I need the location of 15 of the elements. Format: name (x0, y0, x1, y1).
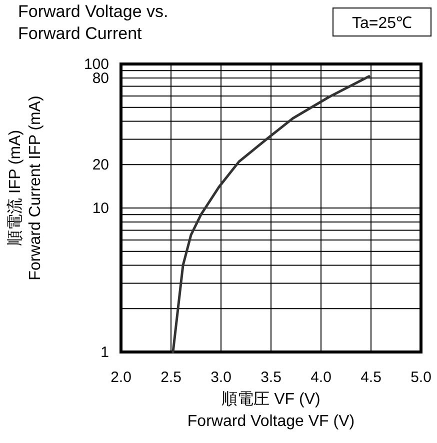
x-tick-label: 4.0 (310, 369, 332, 386)
x-tick-label: 2.0 (110, 369, 132, 386)
x-tick-label: 3.0 (210, 369, 232, 386)
x-tick-label: 4.5 (360, 369, 382, 386)
x-tick-label: 2.5 (160, 369, 182, 386)
x-tick-label: 3.5 (260, 369, 282, 386)
x-axis-title: 順電圧 VF (V) Forward Voltage VF (V) (187, 391, 355, 430)
y-tick-label: 10 (92, 200, 109, 217)
text: Ta=25℃ (352, 15, 412, 32)
line-series (172, 75, 370, 354)
y-axis-title: 順電流 IFP (mA) Forward Current IFP (mA) (6, 96, 44, 280)
x-tick-label: 5.0 (410, 369, 432, 386)
chart-title: Forward Voltage vs. Forward Current (18, 2, 168, 43)
y-tick-label: 20 (92, 156, 109, 174)
y-tick-label: 1 (100, 344, 109, 361)
